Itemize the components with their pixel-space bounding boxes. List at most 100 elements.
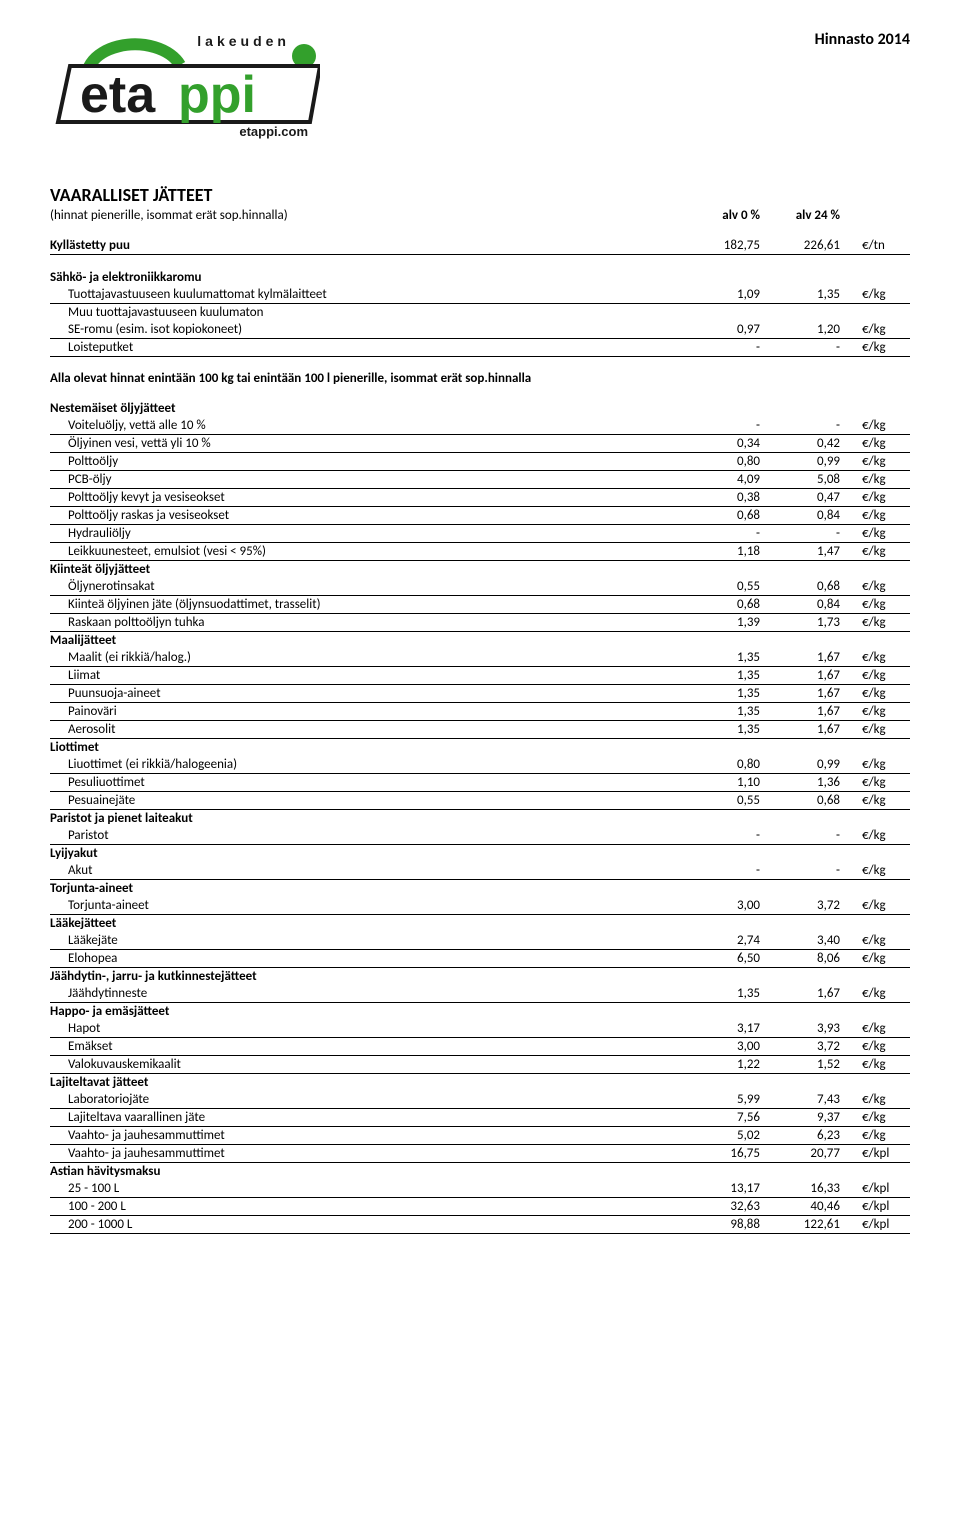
row-unit: €/kpl (840, 1198, 910, 1216)
logo-top-text: lakeuden (197, 33, 290, 49)
row-value-alv0: - (668, 525, 760, 543)
row-unit: €/kg (840, 827, 910, 845)
row-value-alv0: 0,68 (668, 507, 760, 525)
row-value-alv24: 1,20 (760, 321, 840, 339)
row-value-alv0: 5,99 (668, 1091, 760, 1109)
table-row: Laboratoriojäte5,997,43€/kg (50, 1091, 910, 1109)
row-label: Vaahto- ja jauhesammuttimet (50, 1127, 668, 1145)
group-label: Kiinteät öljyjätteet (50, 561, 910, 579)
row-value-alv24: 16,33 (760, 1180, 840, 1198)
table-row: Voiteluöljy, vettä alle 10 %--€/kg (50, 417, 910, 435)
table-row: Polttoöljy0,800,99€/kg (50, 453, 910, 471)
row-unit: €/kg (840, 471, 910, 489)
row-value-alv0: - (668, 339, 760, 357)
table-row: Paristot--€/kg (50, 827, 910, 845)
row-label: Laboratoriojäte (50, 1091, 668, 1109)
row-value-alv24: 40,46 (760, 1198, 840, 1216)
row-value-alv0: 7,56 (668, 1109, 760, 1127)
table-main: Nestemäiset öljyjätteetVoiteluöljy, vett… (50, 400, 910, 1234)
row-value-alv24: 0,99 (760, 756, 840, 774)
row-unit: €/kg (840, 756, 910, 774)
row-unit: €/kg (840, 453, 910, 471)
group-header-row: Lääkejätteet (50, 915, 910, 933)
row-unit: €/kg (840, 339, 910, 357)
row-label: Muu tuottajavastuuseen kuulumaton (50, 304, 668, 322)
row-unit: €/kg (840, 685, 910, 703)
table-row: Öljyinen vesi, vettä yli 10 %0,340,42€/k… (50, 435, 910, 453)
row-label: Jäähdytinneste (50, 985, 668, 1003)
row-value-alv0: 16,75 (668, 1145, 760, 1163)
table-row: 100 - 200 L32,6340,46€/kpl (50, 1198, 910, 1216)
row-label: Kyllästetty puu (50, 237, 668, 255)
table-row: Aerosolit1,351,67€/kg (50, 721, 910, 739)
table-row: Kiinteä öljyinen jäte (öljynsuodattimet,… (50, 596, 910, 614)
row-value-alv0: 0,38 (668, 489, 760, 507)
row-unit: €/kg (840, 1056, 910, 1074)
row-label: 100 - 200 L (50, 1198, 668, 1216)
group-label: Maalijätteet (50, 632, 910, 650)
group-header-row: Astian hävitysmaksu (50, 1163, 910, 1181)
row-unit: €/kg (840, 543, 910, 561)
row-value-alv0: 0,80 (668, 453, 760, 471)
row-value-alv0: 98,88 (668, 1216, 760, 1234)
section-title: VAARALLISET JÄTTEET (50, 184, 910, 206)
table-row: Liimat1,351,67€/kg (50, 667, 910, 685)
row-value-alv24: 8,06 (760, 950, 840, 968)
row-value-alv24: - (760, 339, 840, 357)
row-value-alv24: 1,36 (760, 774, 840, 792)
group-header-row: Lajiteltavat jätteet (50, 1074, 910, 1092)
intertext: Alla olevat hinnat enintään 100 kg tai e… (50, 371, 910, 386)
table-row: Raskaan polttoöljyn tuhka1,391,73€/kg (50, 614, 910, 632)
row-unit: €/kg (840, 985, 910, 1003)
table-row: Lajiteltava vaarallinen jäte7,569,37€/kg (50, 1109, 910, 1127)
row-value-alv0: 1,35 (668, 649, 760, 667)
row-value-alv0: 1,35 (668, 667, 760, 685)
row-label: Elohopea (50, 950, 668, 968)
row-value-alv24: 1,52 (760, 1056, 840, 1074)
row-label: Raskaan polttoöljyn tuhka (50, 614, 668, 632)
group-header-row: Torjunta-aineet (50, 880, 910, 898)
row-value-alv0: 0,55 (668, 792, 760, 810)
row-value-alv24: 3,93 (760, 1020, 840, 1038)
row-value-alv0: 3,00 (668, 1038, 760, 1056)
col-header-alv0: alv 0 % (668, 208, 760, 223)
group-header-row: Maalijätteet (50, 632, 910, 650)
row-value-alv0: 182,75 (668, 237, 760, 255)
group-label: Lyijyakut (50, 845, 910, 863)
group-label: Torjunta-aineet (50, 880, 910, 898)
row-unit: €/kg (840, 1091, 910, 1109)
row-value-alv24: 6,23 (760, 1127, 840, 1145)
row-value-alv24: 1,67 (760, 703, 840, 721)
table-row: Puunsuoja-aineet1,351,67€/kg (50, 685, 910, 703)
col-header-alv24: alv 24 % (760, 208, 840, 223)
row-unit: €/kg (840, 489, 910, 507)
row-value-alv24: 0,99 (760, 453, 840, 471)
row-value-alv0: 0,97 (668, 321, 760, 339)
row-value-alv24: 0,68 (760, 792, 840, 810)
logo-sub-text: etappi.com (239, 124, 308, 139)
group-label: Paristot ja pienet laiteakut (50, 810, 910, 828)
row-unit: €/kg (840, 286, 910, 304)
logo: lakeuden eta ppi etappi.com (50, 30, 320, 144)
row-value-alv0: 13,17 (668, 1180, 760, 1198)
row-value-alv24: 1,35 (760, 286, 840, 304)
table-row: Polttoöljy kevyt ja vesiseokset0,380,47€… (50, 489, 910, 507)
logo-text-eta: eta (80, 66, 156, 124)
table-row: Elohopea6,508,06€/kg (50, 950, 910, 968)
row-unit: €/kpl (840, 1216, 910, 1234)
row-label: Lajiteltava vaarallinen jäte (50, 1109, 668, 1127)
row-unit: €/kg (840, 950, 910, 968)
row-value-alv24: 226,61 (760, 237, 840, 255)
group-header-row: Nestemäiset öljyjätteet (50, 400, 910, 417)
row-value-alv0: 1,35 (668, 721, 760, 739)
table-row: Öljynerotinsakat0,550,68€/kg (50, 578, 910, 596)
table-row: Liuottimet (ei rikkiä/halogeenia)0,800,9… (50, 756, 910, 774)
row-unit: €/kg (840, 862, 910, 880)
row-unit: €/kpl (840, 1180, 910, 1198)
row-label: Voiteluöljy, vettä alle 10 % (50, 417, 668, 435)
table-row: Painoväri1,351,67€/kg (50, 703, 910, 721)
row-label: SE-romu (esim. isot kopiokoneet) (50, 321, 668, 339)
row-label: Aerosolit (50, 721, 668, 739)
row-value-alv0: 3,17 (668, 1020, 760, 1038)
row-label: Vaahto- ja jauhesammuttimet (50, 1145, 668, 1163)
